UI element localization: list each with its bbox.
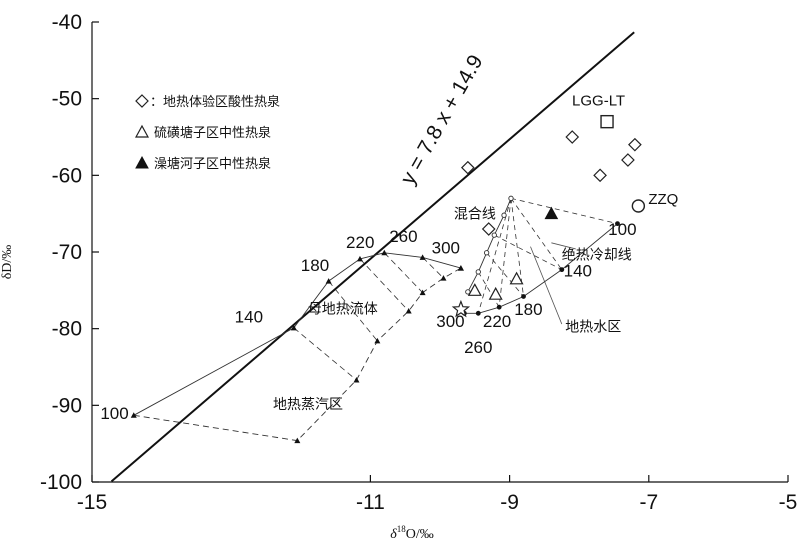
legend-marker	[135, 94, 149, 108]
parent-temperature-label: 180	[301, 256, 329, 275]
water-temperature-label: 220	[483, 312, 511, 331]
water-temperature-label: 300	[436, 312, 464, 331]
parent-fluid-point	[130, 412, 137, 418]
mixing-tie-line	[477, 271, 500, 308]
steam-point	[405, 308, 412, 314]
axes-layer: -40 -50 -60 -70 -80 -90 -100-15 -11 -9 -7 -5 δ18O/‰…	[0, 11, 797, 542]
steam-point	[374, 337, 381, 344]
mixing-curve-point	[501, 212, 507, 218]
cooling-line-pointer	[551, 242, 576, 250]
steam-point	[353, 377, 360, 383]
mixing-tie-line	[510, 197, 618, 225]
mixing-curve-point	[491, 232, 497, 238]
sample-point	[488, 286, 503, 300]
sample-point	[460, 160, 475, 175]
region-annotation: 混合线	[454, 206, 496, 222]
mixing-tie-line	[494, 234, 562, 270]
legend-label: 澡塘河子区中性热泉	[154, 156, 271, 171]
water-temperature-label: 100	[608, 220, 636, 239]
mixing-tie-line	[486, 252, 524, 297]
parent-temperature-label: 260	[389, 227, 417, 246]
y-tick-label: -70	[52, 241, 82, 264]
special-point	[631, 199, 646, 213]
region-annotation: 地热蒸汽区	[273, 397, 343, 413]
y-axis-label: δD/‰	[0, 245, 15, 280]
parent-temperature-label: 300	[432, 239, 460, 258]
parent-temperature-label: 100	[100, 404, 128, 423]
region-annotation: 地热水区	[565, 320, 621, 336]
mixing-tie-line	[510, 198, 563, 270]
parent-fluid-point	[381, 249, 388, 256]
legend-label: 硫磺塘子区中性热泉	[154, 125, 271, 140]
mixing-tie-line	[477, 198, 512, 314]
parent-fluid-point	[356, 255, 363, 262]
sample-point	[628, 137, 642, 152]
steam-tie-line	[422, 257, 444, 279]
y-tick-label: -60	[52, 164, 82, 187]
steam-tie-line	[359, 258, 409, 312]
cooling-curve-point	[615, 221, 620, 227]
cooling-curve-point	[475, 310, 481, 316]
sample-point	[467, 283, 482, 296]
region-annotation: 母地热流体	[308, 301, 378, 317]
mixing-curve	[467, 198, 512, 293]
steam-tie-line	[328, 280, 378, 342]
special-point	[600, 114, 614, 129]
x-tick-label: -9	[500, 491, 519, 514]
steam-point	[419, 289, 426, 296]
helper-lines-layer	[293, 197, 618, 381]
special-point	[451, 299, 471, 318]
sample-point	[544, 206, 559, 220]
parent-fluid-point	[325, 278, 332, 284]
legend-label: ：地热体验区酸性热泉	[150, 94, 280, 109]
mixing-tie-line	[498, 198, 512, 308]
parent-fluid-point	[419, 254, 426, 260]
parent-temperature-label: 140	[235, 308, 263, 327]
steam-point	[440, 275, 447, 281]
parent-fluid-curve	[133, 252, 462, 416]
cooling-curve-point	[496, 304, 502, 310]
cooling-curve-point	[559, 267, 565, 273]
x-tick-label: -5	[779, 491, 798, 514]
cooling-curve-point	[521, 294, 526, 299]
mixing-curve-point	[483, 250, 490, 256]
sample-point	[593, 168, 607, 183]
parent-temperature-label: 220	[346, 233, 374, 252]
steam-tie-line	[293, 327, 357, 381]
special-point-label: ZZQ	[648, 191, 678, 208]
y-tick-label: -100	[40, 471, 82, 494]
steam-point	[457, 265, 464, 271]
legend-marker	[134, 124, 150, 138]
y-tick-label: -40	[52, 11, 82, 34]
points-layer	[130, 114, 646, 444]
x-tick-label: -7	[639, 491, 658, 514]
special-point-label: LGG-LT	[572, 93, 625, 110]
meteoric-water-line	[110, 31, 635, 483]
mixing-curve-point	[475, 269, 481, 275]
sample-point	[621, 153, 635, 167]
region-annotation: 绝热冷却线	[562, 248, 632, 264]
sample-point	[565, 130, 580, 144]
sample-point	[509, 271, 524, 285]
mixing-tie-line	[510, 198, 524, 297]
steam-point	[294, 437, 301, 444]
mixing-curve-point	[508, 195, 514, 201]
y-tick-label: -90	[52, 394, 82, 417]
parent-fluid-point	[290, 324, 297, 331]
sample-point	[481, 222, 496, 236]
water-temperature-label: 180	[514, 300, 542, 319]
water-temperature-label: 260	[464, 338, 492, 357]
y-tick-label: -50	[52, 88, 82, 111]
water-zone-pointer	[530, 246, 563, 325]
x-tick-label: -11	[356, 491, 385, 514]
y-tick-label: -80	[52, 318, 82, 341]
x-tick-label: -15	[77, 491, 107, 514]
water-temperature-label: 140	[564, 262, 592, 281]
steam-curve	[133, 267, 462, 442]
steam-tie-line	[384, 252, 423, 293]
legend-marker	[135, 155, 149, 169]
x-axis-label: δ18O/‰	[390, 524, 434, 542]
